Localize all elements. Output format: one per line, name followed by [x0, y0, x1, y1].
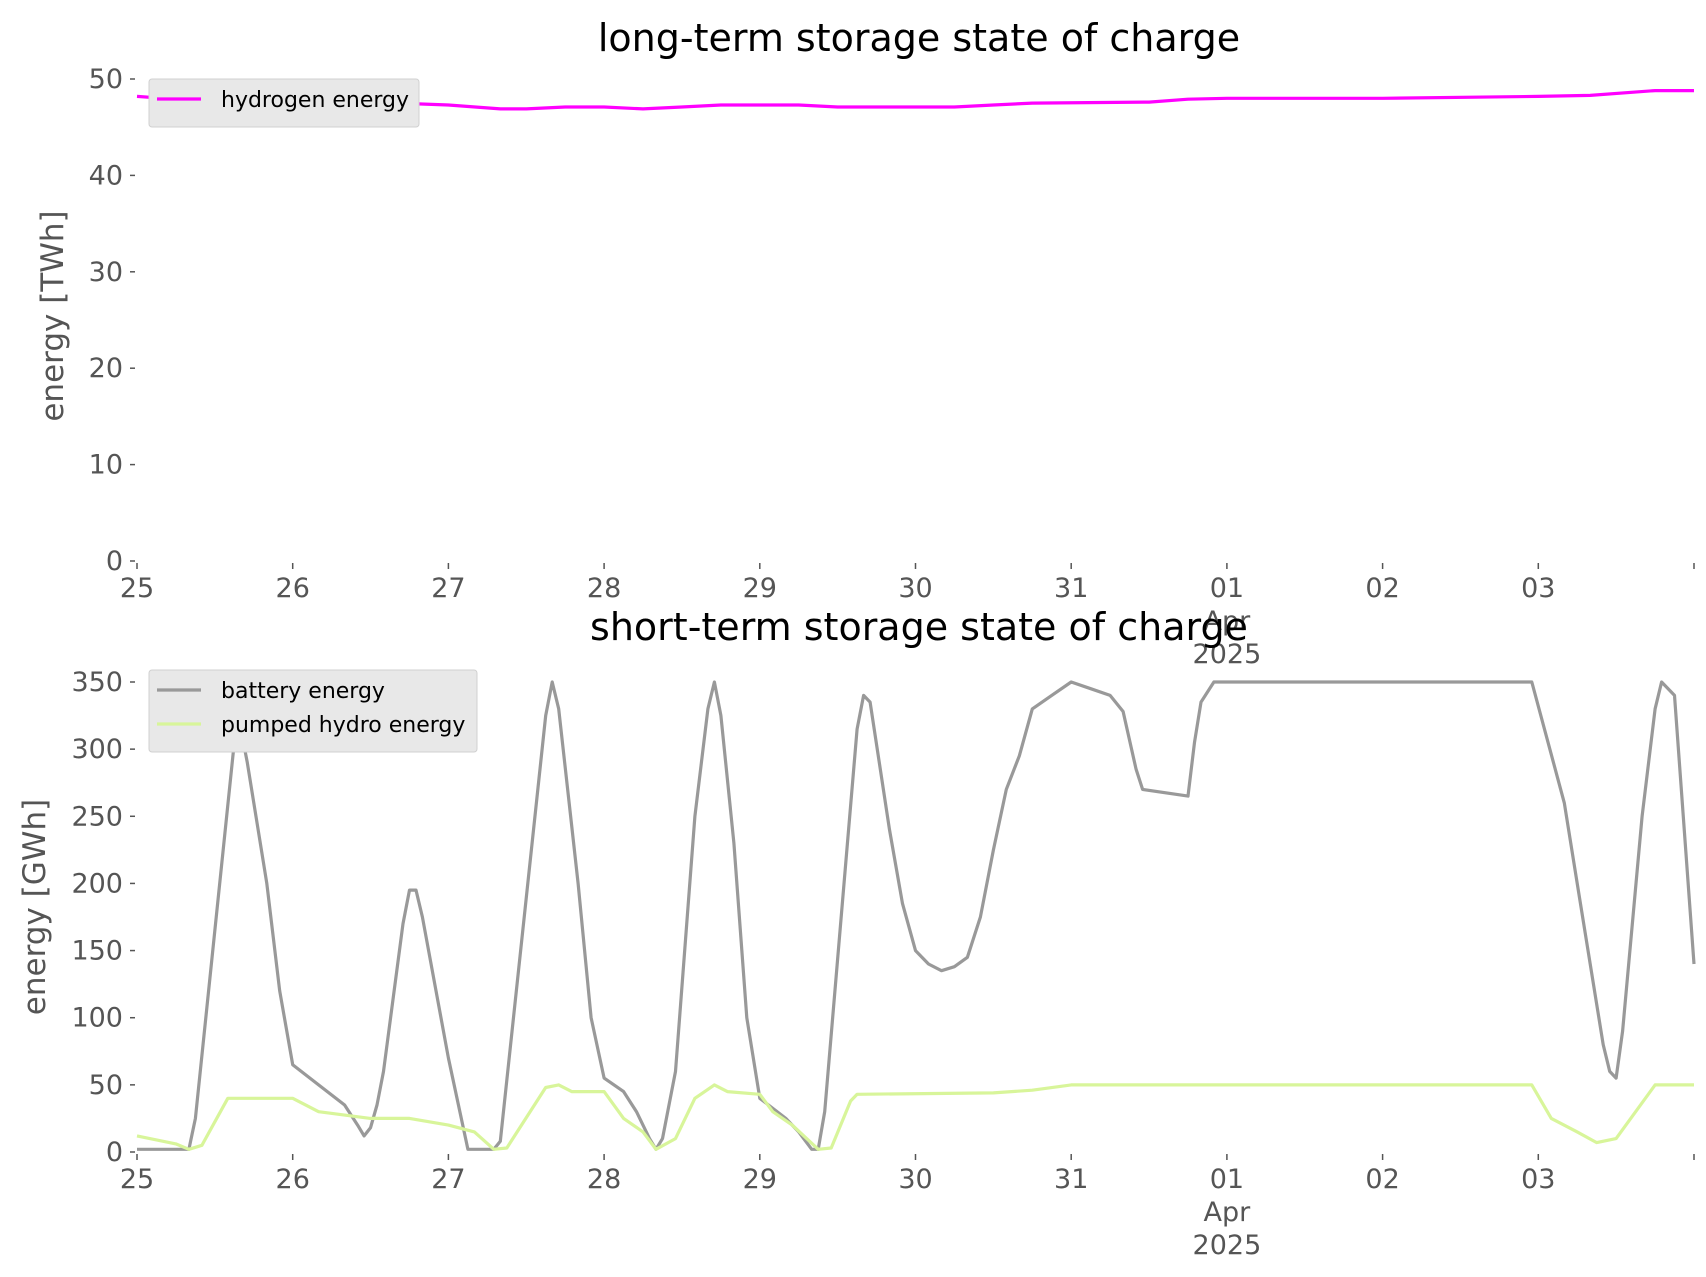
- x-tick-label: 25: [120, 573, 154, 604]
- x-tick-label: 30: [898, 573, 932, 604]
- y-tick-label: 10: [89, 450, 123, 481]
- x-tick-label: 03: [1521, 1164, 1555, 1195]
- legend-label: pumped hydro energy: [221, 713, 465, 738]
- legend: hydrogen energy: [148, 78, 420, 128]
- x-tick-label: 25: [120, 1164, 154, 1195]
- legend-box: [148, 78, 420, 128]
- x-tick-label: 26: [276, 573, 310, 604]
- y-axis-label: energy [TWh]: [35, 210, 71, 421]
- y-tick-label: 100: [71, 1003, 123, 1034]
- x-tick-label: 31: [1054, 1164, 1088, 1195]
- x-tick-label: 03: [1521, 573, 1555, 604]
- x-tick-label: 26: [276, 1164, 310, 1195]
- x-tick-label: 02: [1365, 573, 1399, 604]
- legend: battery energy pumped hydro energy: [148, 669, 478, 753]
- y-tick-label: 20: [89, 353, 123, 384]
- x-tick-label: 02: [1365, 1164, 1399, 1195]
- series-line-battery-energy: [137, 680, 1696, 1151]
- axes: 0 10 20 30 40 50 25 26 27 28 29 30 31 01 Apr 2025 02 03: [89, 64, 1695, 670]
- chart-title: long-term storage state of charge: [598, 16, 1240, 60]
- y-tick-label: 300: [71, 734, 123, 765]
- y-tick-label: 40: [89, 160, 123, 191]
- chart-title: short-term storage state of charge: [590, 605, 1248, 649]
- x-tick-label: 28: [587, 573, 621, 604]
- y-tick-label: 50: [89, 64, 123, 95]
- x-tick-label: 27: [431, 1164, 465, 1195]
- y-tick-label: 0: [106, 1137, 123, 1168]
- short-term-storage-panel: short-term storage state of charge energ…: [17, 605, 1696, 1261]
- y-tick-label: 50: [89, 1070, 123, 1101]
- axes: 0 50 100 150 200 250 300 350 25 26 27 28 29 30 31 01 Apr…: [71, 667, 1695, 1261]
- x-tick-label: 27: [431, 573, 465, 604]
- y-tick-label: 200: [71, 868, 123, 899]
- series-lines: [136, 680, 1696, 1151]
- legend-label: battery energy: [221, 679, 385, 704]
- x-tick-label: 28: [587, 1164, 621, 1195]
- x-tick-label: 31: [1054, 573, 1088, 604]
- y-axis-label: energy [GWh]: [17, 799, 53, 1015]
- series-line-pumped-hydro-energy: [136, 1083, 1694, 1151]
- x-tick-label: 29: [743, 1164, 777, 1195]
- x-tick-label: 01 Apr 2025: [1193, 573, 1262, 670]
- x-tick-label: 30: [898, 1164, 932, 1195]
- legend-box: [148, 669, 478, 753]
- x-tick-label: 01 Apr 2025: [1193, 1164, 1262, 1261]
- y-tick-label: 250: [71, 801, 123, 832]
- y-tick-label: 30: [89, 257, 123, 288]
- x-tick-label: 29: [743, 573, 777, 604]
- y-tick-label: 350: [71, 667, 123, 698]
- long-term-storage-panel: long-term storage state of charge energy…: [35, 16, 1695, 670]
- legend-label: hydrogen energy: [221, 88, 409, 113]
- y-tick-label: 0: [106, 546, 123, 577]
- y-tick-label: 150: [71, 936, 123, 967]
